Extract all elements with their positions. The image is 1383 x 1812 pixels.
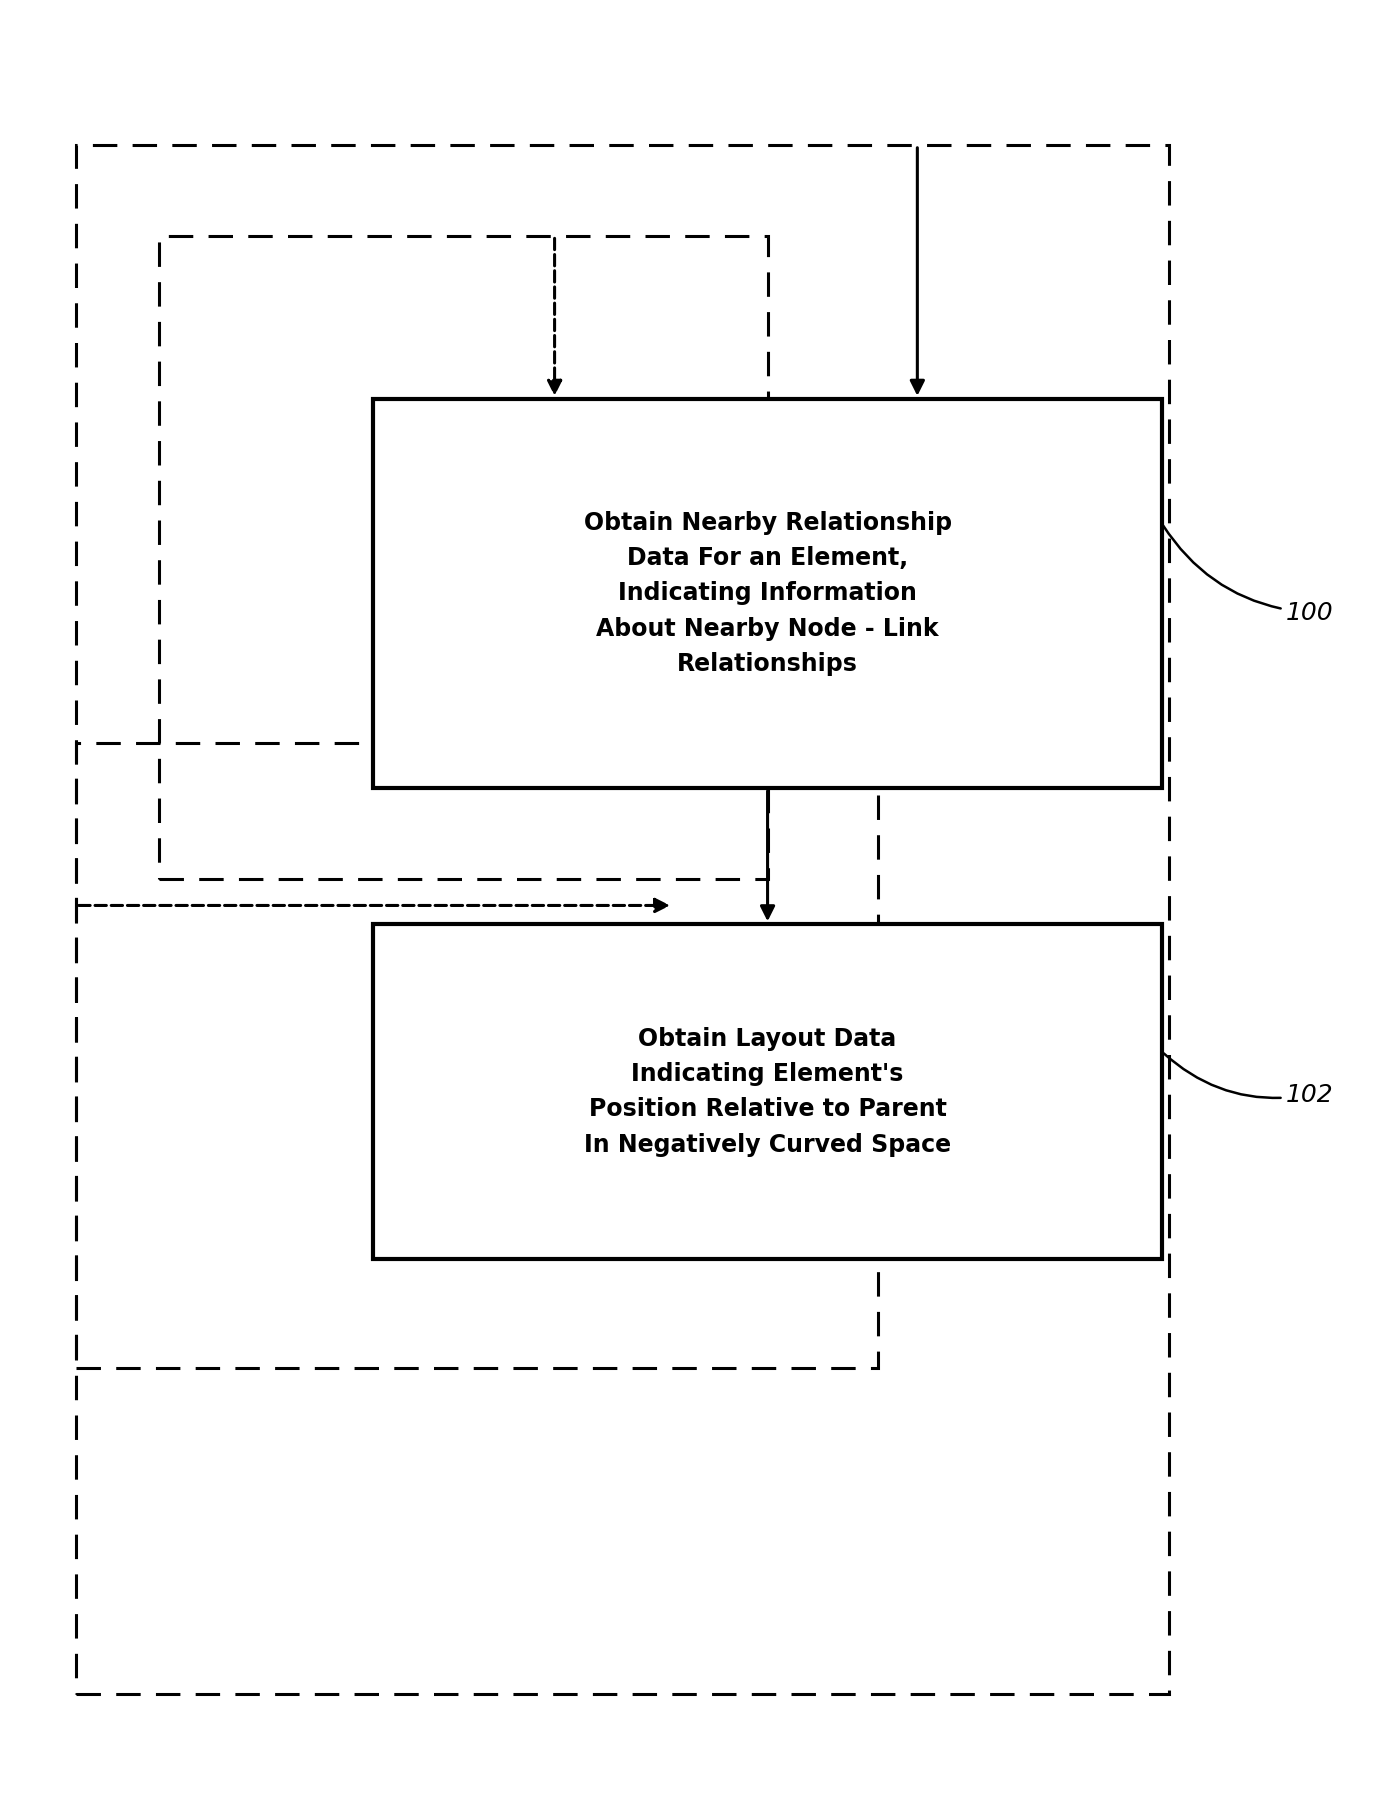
Bar [373, 924, 1162, 1259]
Bar [76, 743, 878, 1368]
Text: Obtain Layout Data
Indicating Element's
Position Relative to Parent
In Negativel: Obtain Layout Data Indicating Element's … [584, 1027, 952, 1156]
Bar [373, 399, 1162, 788]
Text: Obtain Nearby Relationship
Data For an Element,
Indicating Information
About Nea: Obtain Nearby Relationship Data For an E… [584, 511, 952, 676]
Text: 102: 102 [1163, 1053, 1333, 1107]
Bar [76, 145, 1169, 1694]
Text: 100: 100 [1163, 525, 1333, 625]
Bar [159, 236, 768, 879]
